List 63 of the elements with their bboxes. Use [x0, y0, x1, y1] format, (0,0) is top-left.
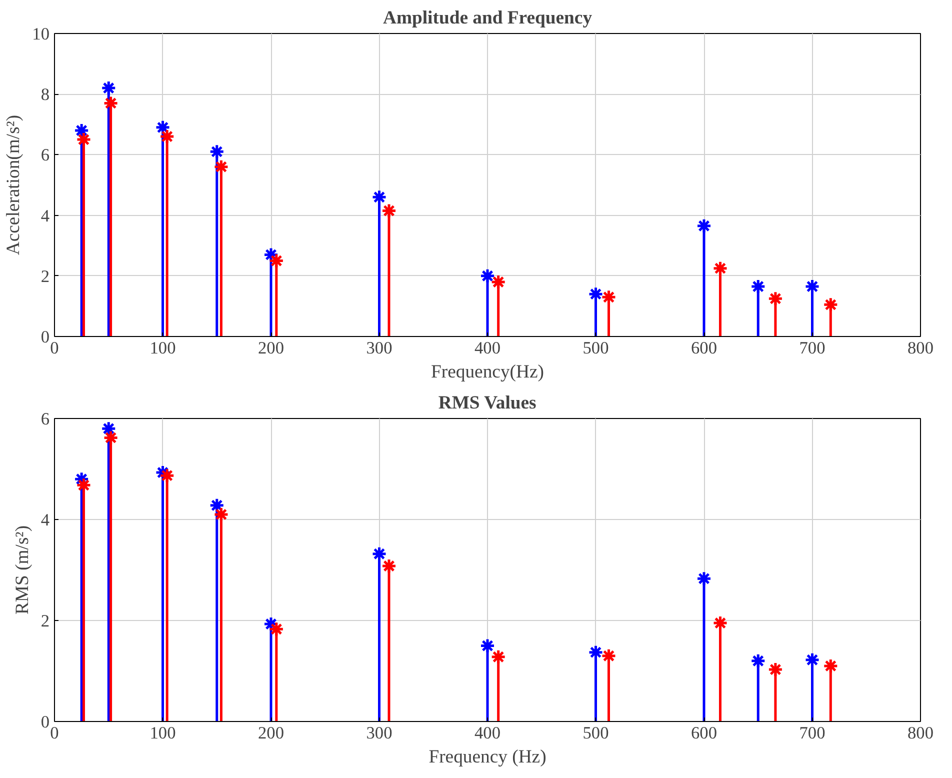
x-tick-label: 400	[474, 338, 501, 358]
point	[209, 144, 225, 160]
x-tick-label: 500	[582, 724, 609, 742]
point	[213, 506, 229, 522]
x-tick-label: 800	[908, 724, 934, 742]
point	[76, 477, 92, 493]
y-tick-label: 2	[40, 266, 50, 286]
point	[490, 649, 506, 665]
point	[480, 638, 496, 654]
point	[712, 260, 728, 276]
point	[822, 296, 838, 312]
point	[600, 648, 616, 664]
y-tick-label: 8	[40, 85, 50, 104]
point	[103, 95, 119, 111]
y-tick-label: 6	[40, 146, 50, 165]
y-tick-label: 2	[40, 612, 50, 630]
point	[712, 615, 728, 631]
x-tick-label: 700	[799, 338, 826, 358]
point	[268, 253, 284, 268]
point	[159, 128, 175, 144]
x-axis-title: Frequency(Hz)	[431, 362, 544, 382]
x-tick-label: 200	[258, 724, 284, 742]
point	[76, 132, 92, 148]
point	[696, 218, 712, 234]
point	[600, 289, 616, 305]
point	[268, 621, 284, 637]
x-tick-label: 200	[258, 338, 284, 358]
point	[381, 203, 397, 219]
x-tick-label: 400	[474, 724, 501, 742]
x-tick-label: 600	[691, 338, 718, 358]
x-tick-label: 600	[691, 724, 718, 742]
x-tick-label: 800	[908, 338, 934, 358]
y-axis-title: RMS (m/s²)	[12, 525, 33, 615]
point	[768, 662, 784, 678]
point	[750, 278, 766, 294]
y-tick-label: 10	[32, 24, 50, 44]
x-tick-label: 700	[799, 724, 826, 742]
point	[100, 420, 116, 436]
y-tick-label: 4	[40, 510, 50, 530]
point	[372, 189, 387, 205]
chart-title: Amplitude and Frequency	[382, 8, 593, 28]
point	[159, 468, 175, 484]
chart-title: RMS Values	[438, 392, 536, 414]
x-tick-label: 300	[366, 338, 392, 358]
point	[213, 159, 229, 175]
point	[490, 274, 506, 290]
point	[100, 80, 116, 96]
y-tick-label: 6	[40, 410, 50, 428]
point	[768, 290, 784, 306]
x-tick-label: 100	[150, 338, 176, 358]
point	[480, 268, 496, 284]
point	[381, 558, 397, 574]
y-axis-title: Acceleration(m/s²)	[3, 114, 24, 256]
point	[696, 570, 712, 586]
point	[209, 498, 225, 514]
point	[750, 653, 766, 669]
point	[103, 430, 119, 446]
x-tick-label: 300	[366, 724, 392, 742]
y-tick-label: 4	[40, 206, 50, 226]
x-tick-label: 100	[150, 724, 176, 742]
point	[822, 658, 838, 674]
x-axis-title: Frequency (Hz)	[428, 746, 546, 768]
x-tick-label: 500	[582, 338, 609, 358]
